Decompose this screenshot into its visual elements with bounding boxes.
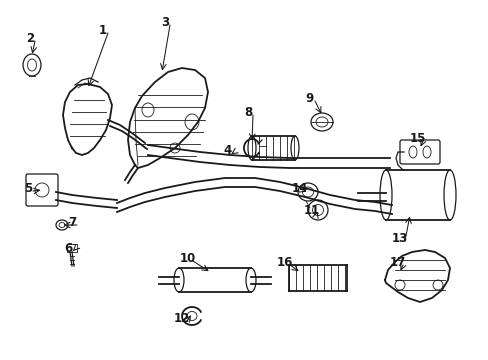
Text: 13: 13 bbox=[391, 231, 407, 244]
Text: 10: 10 bbox=[180, 252, 196, 265]
Text: 15: 15 bbox=[409, 131, 426, 144]
Text: 1: 1 bbox=[99, 23, 107, 36]
Text: 2: 2 bbox=[26, 31, 34, 45]
Text: 7: 7 bbox=[68, 216, 76, 229]
Text: 16: 16 bbox=[276, 256, 293, 269]
Text: 5: 5 bbox=[24, 181, 32, 194]
Text: 6: 6 bbox=[64, 242, 72, 255]
Text: 4: 4 bbox=[224, 144, 232, 157]
Text: 12: 12 bbox=[174, 311, 190, 324]
Text: 17: 17 bbox=[389, 256, 406, 269]
Text: 8: 8 bbox=[244, 105, 252, 118]
Text: 11: 11 bbox=[303, 203, 320, 216]
Text: 9: 9 bbox=[305, 91, 313, 104]
Text: 3: 3 bbox=[161, 15, 169, 28]
Text: 14: 14 bbox=[291, 181, 307, 194]
